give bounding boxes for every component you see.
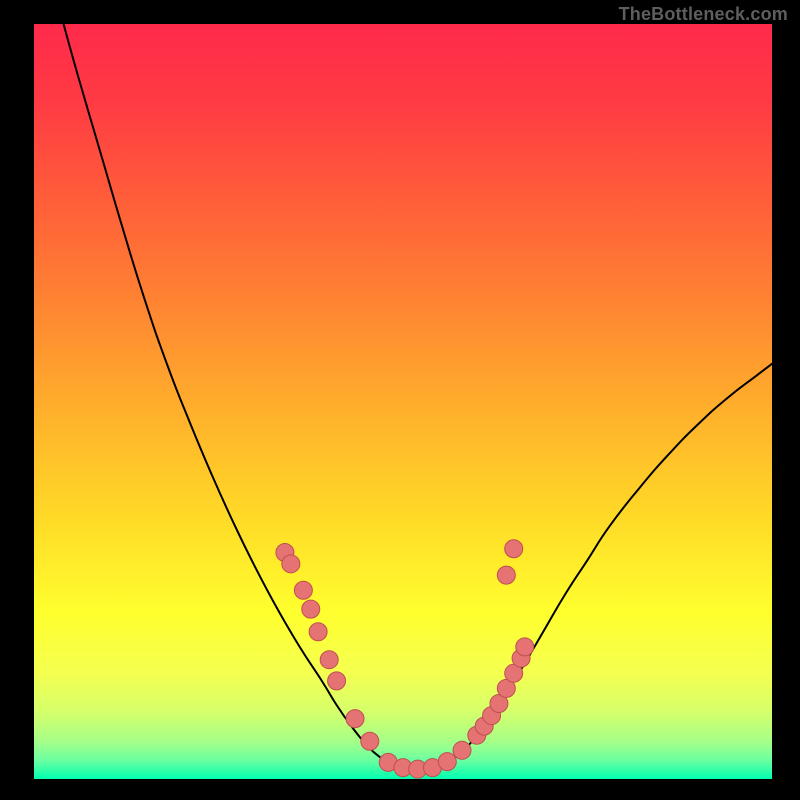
chart-marker — [438, 753, 456, 771]
chart-marker — [505, 540, 523, 558]
chart-background — [34, 24, 772, 779]
chart-marker — [516, 638, 534, 656]
chart-marker — [320, 651, 338, 669]
chart-marker — [497, 566, 515, 584]
chart-marker — [309, 623, 327, 641]
watermark-text: TheBottleneck.com — [619, 4, 788, 25]
chart-marker — [346, 710, 364, 728]
chart-plot-area — [34, 24, 772, 779]
chart-svg — [34, 24, 772, 779]
chart-marker — [453, 741, 471, 759]
chart-marker — [282, 555, 300, 573]
chart-marker — [328, 672, 346, 690]
chart-frame: TheBottleneck.com — [0, 0, 800, 800]
chart-marker — [302, 600, 320, 618]
chart-marker — [361, 732, 379, 750]
chart-marker — [294, 581, 312, 599]
